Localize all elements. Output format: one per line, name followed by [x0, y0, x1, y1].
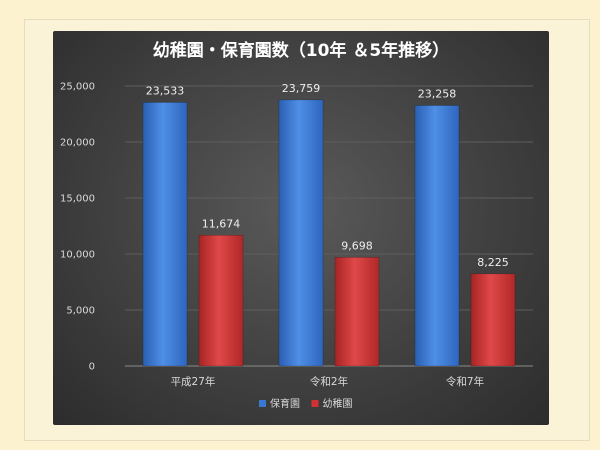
data-labels: 23,533 11,674 23,759 9,698 23,258 8,225 — [146, 82, 509, 269]
y-axis: 0 5,000 10,000 15,000 20,000 25,000 — [60, 82, 95, 373]
data-label: 23,258 — [418, 88, 457, 101]
x-category-label: 令和7年 — [446, 375, 484, 388]
data-label: 23,759 — [282, 82, 321, 95]
chart-area: 幼稚園・保育園数（10年 ＆5年推移） 0 5,000 10,000 15,000 20… — [53, 31, 549, 425]
y-tick-label: 10,000 — [60, 250, 95, 261]
x-category-label: 令和2年 — [310, 375, 348, 388]
x-axis: 平成27年 令和2年 令和7年 — [171, 375, 485, 388]
bar-hoikuen — [142, 102, 188, 367]
y-tick-label: 15,000 — [60, 194, 95, 205]
bar-hoikuen — [278, 99, 324, 367]
x-category-label: 平成27年 — [171, 375, 216, 388]
chart-title: 幼稚園・保育園数（10年 ＆5年推移） — [153, 40, 449, 61]
gridlines — [125, 85, 533, 367]
legend-label: 保育園 — [270, 397, 300, 410]
y-tick-label: 5,000 — [66, 306, 95, 317]
bar-youchien — [334, 257, 380, 367]
legend: 保育園 幼稚園 — [259, 397, 353, 410]
data-label: 9,698 — [341, 239, 373, 252]
y-tick-label: 25,000 — [60, 82, 95, 93]
bar-hoikuen — [414, 105, 460, 367]
bar-youchien — [198, 235, 244, 367]
data-label: 11,674 — [202, 217, 241, 230]
bar-chart: 幼稚園・保育園数（10年 ＆5年推移） 0 5,000 10,000 15,000 20… — [60, 40, 533, 410]
y-tick-label: 0 — [89, 362, 95, 373]
data-label: 23,533 — [146, 84, 185, 97]
data-label: 8,225 — [477, 256, 509, 269]
legend-swatch — [311, 400, 319, 407]
legend-swatch — [259, 400, 266, 407]
bars — [142, 99, 516, 367]
y-tick-label: 20,000 — [60, 138, 95, 149]
bar-youchien — [470, 273, 516, 367]
legend-label: 幼稚園 — [323, 397, 353, 410]
